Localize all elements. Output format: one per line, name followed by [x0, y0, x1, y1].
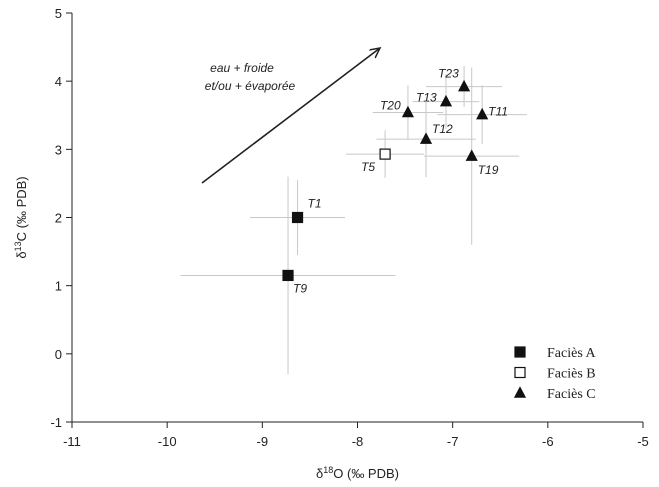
- x-tick-label: -10: [158, 434, 177, 449]
- xlabel-part: δ: [316, 466, 323, 481]
- triangle-marker: [401, 105, 415, 118]
- ylabel-part: C (‰ PDB): [14, 176, 29, 241]
- ylabel-part: δ: [14, 251, 29, 258]
- xlabel-part: 18: [323, 465, 333, 475]
- x-tick-label: -11: [63, 434, 81, 449]
- triangle-marker: [476, 107, 489, 120]
- point-label: T20: [380, 99, 401, 113]
- xlabel-part: O (‰ PDB): [333, 466, 399, 481]
- triangle-marker: [465, 149, 478, 161]
- y-tick-label: 1: [55, 279, 62, 294]
- ylabel-part: 13: [13, 241, 23, 251]
- point-label: T13: [416, 91, 437, 105]
- square-marker: [379, 148, 391, 160]
- legend-label: Faciès C: [547, 387, 596, 402]
- trend-arrow: [201, 48, 380, 184]
- x-tick-label: -8: [352, 434, 364, 449]
- y-tick-label: -1: [50, 415, 62, 430]
- ylabel-title: δ13C (‰ PDB): [13, 176, 29, 258]
- point-label: T9: [293, 281, 307, 295]
- point-label: T23: [438, 67, 459, 81]
- legend-label: Faciès A: [547, 346, 596, 361]
- square-marker: [291, 211, 304, 224]
- point-label: T19: [478, 163, 499, 177]
- y-tick-label: 4: [55, 74, 62, 89]
- y-tick-label: 0: [55, 347, 62, 362]
- triangle-marker: [419, 132, 433, 144]
- triangle-marker: [458, 79, 471, 92]
- point-label: T1: [308, 197, 322, 211]
- triangle-marker: [439, 94, 453, 107]
- legend-marker: [514, 346, 526, 358]
- legend-marker: [514, 366, 526, 379]
- square-marker: [282, 269, 294, 282]
- annotation: eau + froide: [210, 61, 274, 75]
- x-tick-label: -7: [447, 434, 459, 449]
- x-tick-label: -5: [637, 434, 649, 449]
- y-tick-label: 2: [55, 211, 62, 226]
- point-label: T12: [432, 122, 453, 136]
- x-tick-label: -9: [257, 434, 269, 449]
- legend-label: Faciès B: [547, 367, 596, 382]
- y-tick-label: 5: [55, 6, 62, 21]
- x-tick-label: -6: [542, 434, 554, 449]
- point-label: T11: [488, 105, 508, 119]
- xlabel-title: δ18O (‰ PDB): [316, 465, 399, 481]
- legend-marker: [513, 386, 527, 398]
- y-tick-label: 3: [55, 142, 62, 157]
- point-label: T5: [361, 160, 375, 174]
- annotation: et/ou + évaporée: [205, 79, 296, 93]
